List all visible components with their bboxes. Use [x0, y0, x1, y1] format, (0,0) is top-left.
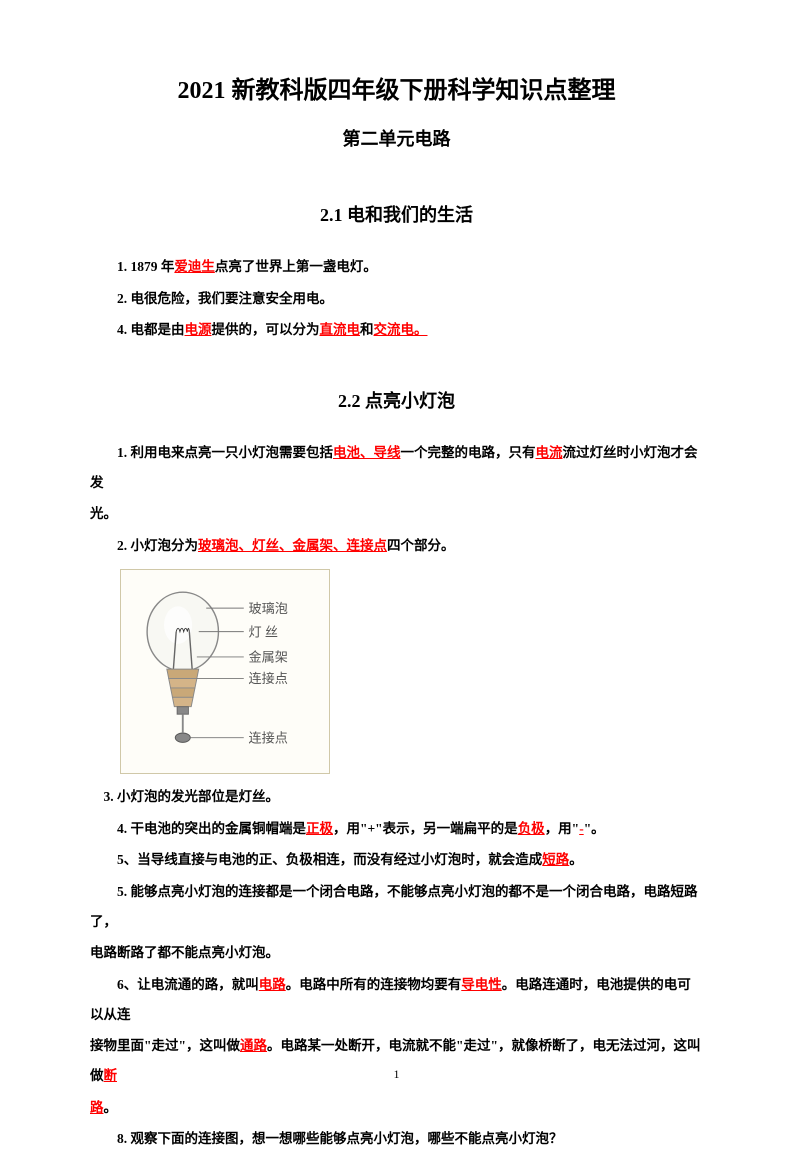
highlight-short: 短路 [542, 852, 569, 867]
highlight-negative: 负极 [518, 821, 545, 836]
highlight-open2: 路 [90, 1100, 104, 1115]
document-subtitle: 第二单元电路 [90, 125, 703, 151]
label-glass: 玻璃泡 [248, 601, 287, 616]
highlight-conductive: 导电性 [461, 977, 502, 992]
bulb-diagram: 玻璃泡 灯 丝 金属架 连接点 连接点 [120, 569, 330, 774]
highlight-closed: 通路 [240, 1038, 267, 1053]
s2-p1-cont: 光。 [90, 499, 703, 529]
highlight-circuit: 电路 [259, 977, 286, 992]
s2-p5b: 5. 能够点亮小灯泡的连接都是一个闭合电路，不能够点亮小灯泡的都不是一个闭合电路… [90, 877, 703, 936]
s2-p2: 2. 小灯泡分为玻璃泡、灯丝、金属架、连接点四个部分。 [90, 531, 703, 561]
contact-bottom-icon [175, 733, 190, 742]
highlight-edison: 爱迪生 [174, 259, 215, 274]
page-number: 1 [394, 1067, 400, 1082]
s1-p1: 1. 1879 年爱迪生点亮了世界上第一盏电灯。 [90, 252, 703, 282]
highlight-power: 电源 [185, 322, 212, 337]
highlight-battery-wire: 电池、导线 [333, 445, 401, 460]
s2-p3: 3. 小灯泡的发光部位是灯丝。 [90, 782, 703, 812]
section-1-heading: 2.1 电和我们的生活 [90, 201, 703, 227]
s2-p4: 4. 干电池的突出的金属铜帽端是正极，用"+"表示，另一端扁平的是负极，用"-"… [90, 814, 703, 844]
label-contact2: 连接点 [248, 729, 287, 745]
label-contact1: 连接点 [248, 670, 287, 686]
label-filament: 灯 丝 [248, 624, 278, 639]
highlight-ac: 交流电。 [374, 322, 428, 337]
section-2-heading: 2.2 点亮小灯泡 [90, 387, 703, 413]
bulb-svg: 玻璃泡 灯 丝 金属架 连接点 连接点 [131, 580, 319, 763]
highlight-current: 电流 [536, 445, 563, 460]
highlight-dc: 直流电 [320, 322, 361, 337]
highlight-positive: 正极 [306, 821, 333, 836]
label-frame: 金属架 [248, 649, 287, 664]
highlight-open1: 断 [104, 1068, 118, 1083]
bulb-shine-icon [164, 606, 192, 644]
s2-p8: 8. 观察下面的连接图，想一想哪些能够点亮小灯泡，哪些不能点亮小灯泡？ [90, 1124, 703, 1154]
s2-p6-cont2: 路。 [90, 1093, 703, 1123]
s2-p5: 5、当导线直接与电池的正、负极相连，而没有经过小灯泡时，就会造成短路。 [90, 845, 703, 875]
s2-p6: 6、让电流通的路，就叫电路。电路中所有的连接物均要有导电性。电路连通时，电池提供… [90, 970, 703, 1029]
s1-p2: 2. 电很危险，我们要注意安全用电。 [90, 284, 703, 314]
highlight-bulb-parts: 玻璃泡、灯丝、金属架、连接点 [198, 538, 387, 553]
document-title: 2021 新教科版四年级下册科学知识点整理 [90, 70, 703, 105]
s2-p5b-cont: 电路断路了都不能点亮小灯泡。 [90, 938, 703, 968]
s2-p1: 1. 利用电来点亮一只小灯泡需要包括电池、导线一个完整的电路，只有电流流过灯丝时… [90, 438, 703, 497]
s1-p3: 4. 电都是由电源提供的，可以分为直流电和交流电。 [90, 315, 703, 345]
